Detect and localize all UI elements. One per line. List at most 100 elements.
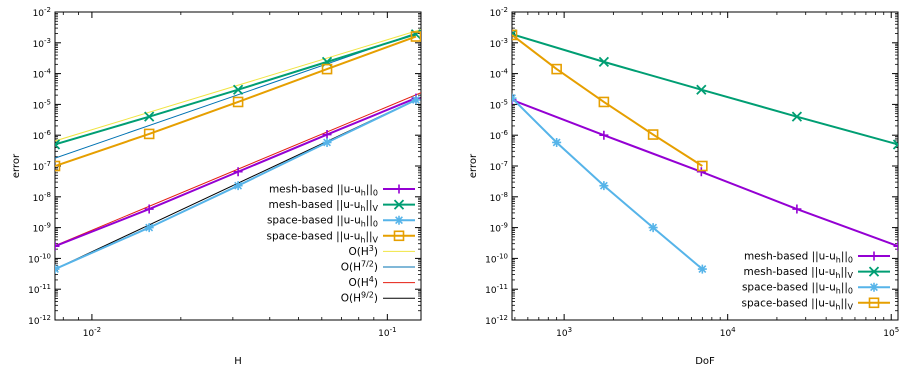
data-point [791,111,803,122]
x-tick-label: 104 [720,326,736,339]
y-tick-label: 10-10 [28,252,51,265]
legend-label-0: mesh-based ||u-uh||0 [269,184,378,198]
legend-marker-2 [869,282,879,292]
series-1 [512,29,898,150]
y-tick-label: 10-3 [33,37,51,50]
legend-marker-1 [393,199,405,210]
series-line-3 [512,34,703,167]
series-line-1 [55,33,417,146]
legend-label-4: O(H3) [349,244,378,258]
series-0 [512,95,898,251]
x-tick-label: 10-1 [378,326,396,339]
x-tick-label: 103 [556,326,572,339]
data-point [322,137,332,147]
x-tick-label: 10-2 [83,326,101,339]
series-0 [55,93,421,251]
legend-label-7: O(H9/2) [341,291,378,305]
legend-label-1: mesh-based ||u-uh||V [744,266,854,280]
chart-dof-convergence: 10-12 10-11 10-10 10-9 10-8 10-7 10-6 10-5 10-4 1… [468,6,899,367]
y-tick-label: 10-10 [485,252,508,265]
y-tick-label: 10-7 [33,160,51,173]
y-tick-label: 10-12 [28,314,51,327]
legend-marker-2 [394,215,404,225]
data-point [512,29,518,41]
data-point [598,96,610,108]
y-tick-label: 10-4 [33,68,52,81]
legend-marker-0 [869,251,879,261]
y-tick-label: 10-7 [490,160,508,173]
legend-label-2: space-based ||u-uh||0 [267,215,378,229]
y-tick-label: 10-11 [485,283,508,296]
y-tick-label: 10-8 [490,191,508,204]
data-point [144,204,154,214]
y-tick-label: 10-11 [28,283,51,296]
data-point [512,93,517,103]
series-1 [55,29,421,150]
y-tick-label: 10-9 [490,222,508,235]
legend-label-1: mesh-based ||u-uh||V [269,199,379,213]
y-tick-label: 10-8 [33,191,51,204]
legend-marker-3 [868,297,880,309]
chart-h-convergence: 10-12 10-11 10-10 10-9 10-8 10-7 10-6 10-5 10-4 1… [11,6,422,367]
series-line-0 [512,98,898,248]
legend-label-3: space-based ||u-uh||V [267,230,379,244]
data-point [792,204,802,214]
y-tick-label: 10-6 [33,129,52,142]
legend-label-0: mesh-based ||u-uh||0 [744,251,853,265]
y-tick-label: 10-5 [33,98,51,111]
data-point [55,139,61,150]
y-axis-label: error [11,153,22,178]
data-point [233,167,243,177]
data-point [232,96,244,108]
data-point [696,167,706,177]
data-point [599,181,609,191]
data-point [892,139,898,150]
series-4 [55,29,421,142]
series-2 [512,93,707,274]
y-tick-label: 10-6 [490,129,509,142]
legend-label-6: O(H4) [349,275,378,289]
legend-label-2: space-based ||u-uh||0 [742,282,853,296]
data-point [144,223,154,233]
x-axis-label: H [234,356,242,367]
x-axis-label: DoF [695,356,715,367]
data-point [322,130,332,140]
series-2 [55,95,421,274]
data-point [233,181,243,191]
series-line-3 [55,35,417,167]
legend-label-3: space-based ||u-uh||V [742,297,854,311]
data-point [411,95,421,105]
data-point [648,223,658,233]
data-point [232,84,244,95]
series-3 [512,29,708,172]
data-point [697,160,708,172]
series-line-4 [55,29,421,142]
data-point [551,63,562,75]
data-point [647,129,659,140]
series-line-2 [512,97,703,270]
data-point [144,111,155,122]
data-point [55,241,60,251]
y-tick-label: 10-12 [485,314,508,327]
series-3 [55,31,421,172]
y-axis-label: error [468,153,479,178]
y-tick-label: 10-9 [33,222,51,235]
data-point [410,31,421,42]
data-point [321,63,333,75]
y-tick-label: 10-2 [490,6,508,19]
data-point [552,137,562,147]
legend-marker-3 [393,230,405,242]
data-point [55,264,60,274]
data-point [598,56,610,68]
legend-marker-1 [868,266,880,277]
y-tick-label: 10-2 [33,6,51,19]
data-point [893,241,898,251]
legend-marker-0 [394,184,404,194]
y-tick-label: 10-4 [490,68,509,81]
series-line-1 [512,33,898,146]
y-tick-label: 10-5 [490,98,508,111]
data-point [599,130,609,140]
